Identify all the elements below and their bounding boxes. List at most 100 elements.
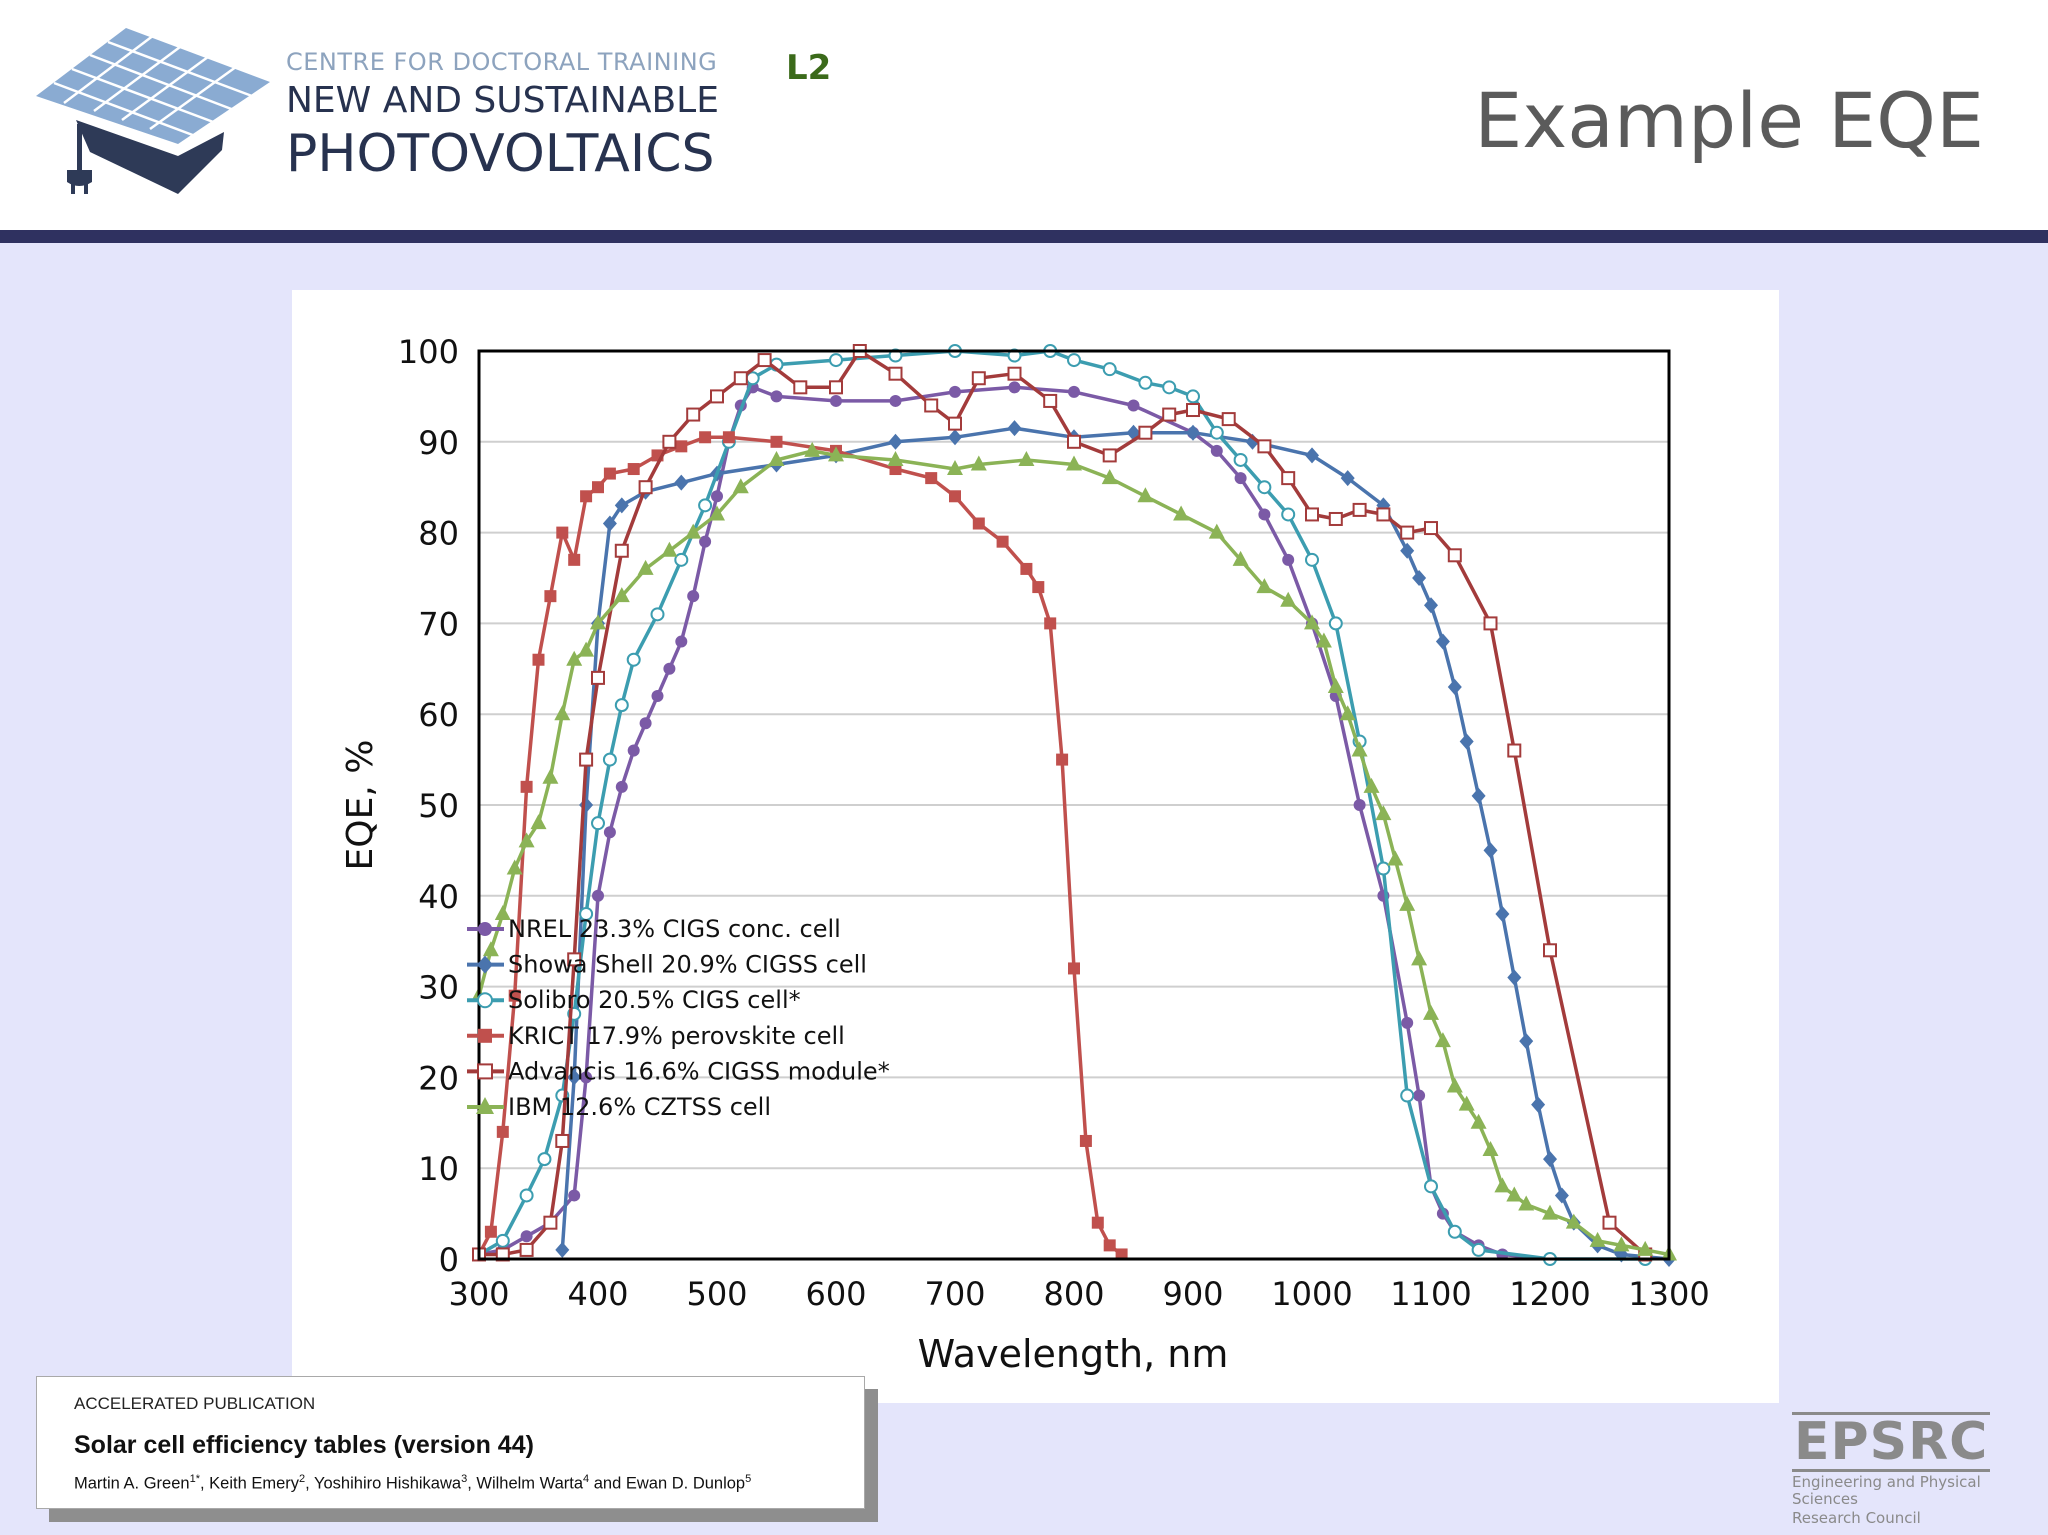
data-point	[1602, 1215, 1617, 1230]
data-point	[1115, 1248, 1128, 1261]
data-point	[1446, 1077, 1463, 1093]
data-point	[768, 450, 785, 466]
plot-frame	[477, 349, 1671, 1261]
data-point	[770, 390, 783, 403]
data-point	[1067, 434, 1081, 449]
legend-entry: IBM 12.6% CZTSS cell	[467, 1093, 771, 1121]
data-point	[638, 480, 653, 495]
y-tick-label: 40	[418, 878, 459, 916]
data-point	[1494, 1177, 1511, 1193]
data-point	[519, 1188, 534, 1203]
legend-entry: Showa Shell 20.9% CIGSS cell	[467, 951, 867, 979]
data-point	[568, 553, 581, 566]
legend-label: KRICT 17.9% perovskite cell	[508, 1022, 845, 1050]
data-point	[592, 889, 604, 902]
data-point	[948, 429, 962, 446]
data-point	[1613, 1236, 1630, 1252]
author-and: and	[593, 1474, 622, 1493]
header: CENTRE FOR DOCTORAL TRAINING NEW AND SUS…	[0, 0, 2048, 230]
data-point	[568, 1189, 581, 1202]
data-point	[1554, 1187, 1569, 1204]
y-tick-label: 100	[398, 333, 459, 371]
data-point	[949, 385, 961, 398]
data-point	[1257, 439, 1272, 454]
data-point	[602, 515, 617, 532]
data-point	[579, 797, 594, 813]
data-point	[1162, 407, 1177, 422]
data-point	[1507, 743, 1522, 758]
data-point	[1458, 1095, 1475, 1111]
epsrc-name: EPSRC	[1792, 1412, 1991, 1472]
citation-authors: Martin A. Green1*, Keith Emery2, Yoshihi…	[74, 1473, 752, 1493]
author-affiliation: 3	[461, 1473, 468, 1485]
author-affiliation: 5	[745, 1473, 752, 1485]
data-point	[520, 780, 533, 793]
data-point	[971, 371, 986, 386]
x-tick-label: 900	[1162, 1275, 1223, 1313]
data-point	[889, 394, 902, 407]
data-point	[520, 1230, 533, 1243]
x-tick-label: 1100	[1390, 1275, 1471, 1313]
data-point	[1424, 521, 1438, 536]
epsrc-subtitle-2: Research Council	[1792, 1509, 1921, 1527]
data-point	[924, 398, 939, 413]
data-point	[1543, 943, 1557, 958]
data-point	[1401, 1016, 1414, 1029]
author-affiliation: 1	[189, 1473, 196, 1485]
data-point	[1375, 805, 1392, 821]
data-point	[1032, 581, 1045, 594]
author-name: Yoshihiro Hishikawa	[314, 1474, 462, 1493]
data-point	[1044, 617, 1057, 630]
data-point	[532, 653, 545, 666]
y-tick-label: 0	[439, 1241, 459, 1279]
data-point	[972, 517, 985, 530]
data-point	[1210, 444, 1223, 457]
data-point	[1518, 1195, 1535, 1211]
data-point	[1542, 1204, 1558, 1220]
epsrc-subtitle-1: Engineering and Physical Sciences	[1792, 1473, 1981, 1508]
data-point	[1506, 1186, 1523, 1202]
data-point	[1127, 399, 1140, 412]
series-line	[478, 385, 1551, 1261]
data-point	[1018, 450, 1035, 466]
x-tick-label: 500	[686, 1275, 747, 1313]
data-point	[1565, 1213, 1582, 1229]
data-point	[615, 780, 628, 793]
data-point	[949, 490, 961, 503]
data-point	[555, 1133, 570, 1148]
data-point	[518, 832, 535, 848]
data-point	[722, 431, 735, 444]
data-point	[484, 1225, 497, 1238]
data-point	[1434, 1032, 1451, 1048]
data-point	[1281, 471, 1296, 486]
y-tick-label: 50	[418, 787, 459, 825]
y-tick-label: 80	[418, 515, 459, 553]
data-point	[1007, 366, 1022, 381]
data-point	[888, 433, 903, 450]
data-point	[1351, 741, 1368, 757]
x-tick-label: 1000	[1271, 1275, 1352, 1313]
data-point	[592, 481, 604, 494]
data-point	[508, 989, 521, 1002]
data-point	[1412, 570, 1427, 586]
data-point	[637, 559, 654, 575]
data-point	[1376, 507, 1391, 522]
data-point	[1363, 777, 1380, 793]
data-point	[603, 826, 616, 839]
epsrc-logo: EPSRC Engineering and Physical Sciences …	[1792, 1412, 2032, 1527]
legend-label: Solibro 20.5% CIGS cell*	[508, 986, 801, 1014]
data-point	[793, 380, 808, 395]
data-point	[1353, 799, 1366, 811]
data-point	[579, 906, 594, 921]
data-point	[519, 1242, 534, 1257]
data-point	[889, 463, 902, 476]
y-tick-label: 60	[418, 696, 459, 734]
data-point	[1101, 469, 1118, 485]
y-axis-title: EQE, %	[340, 740, 381, 871]
data-point	[1138, 425, 1153, 440]
data-point	[1424, 597, 1438, 614]
data-point	[530, 814, 547, 830]
data-point	[1519, 1033, 1534, 1050]
data-point	[1327, 677, 1344, 693]
data-point	[1186, 424, 1200, 441]
